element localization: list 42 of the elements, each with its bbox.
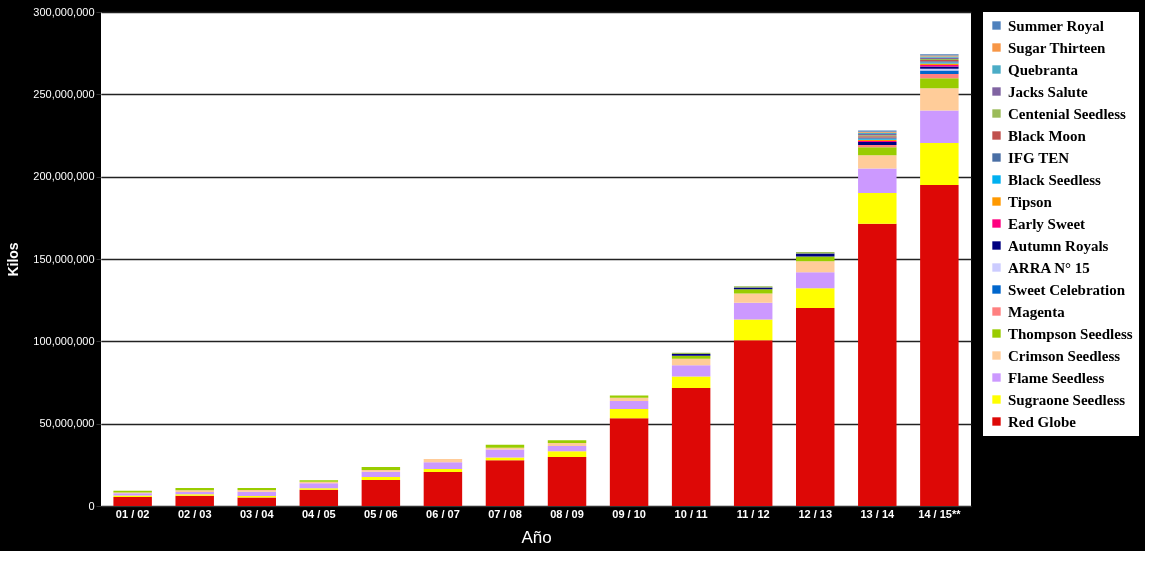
- y-tick-label: 300,000,000: [33, 5, 95, 18]
- x-tick-label: 14 / 15**: [918, 507, 962, 520]
- y-tick-label: 250,000,000: [33, 87, 95, 100]
- legend-label: Centenial Seedless: [1008, 105, 1127, 122]
- x-tick-label: 13 / 14: [860, 507, 895, 520]
- legend-label: Magenta: [1008, 303, 1066, 320]
- x-tick-label: 08 / 09: [550, 507, 584, 520]
- y-axis-title: Kilos: [5, 242, 22, 277]
- x-tick-label: 09 / 10: [612, 507, 646, 520]
- legend-label: Black Seedless: [1008, 171, 1102, 188]
- x-tick-label: 07 / 08: [488, 507, 522, 520]
- legend-label: Sugar Thirteen: [1008, 39, 1107, 56]
- legend-label: ARRA N° 15: [1008, 259, 1090, 276]
- legend-label: Red Globe: [1008, 413, 1077, 430]
- y-tick-label: 150,000,000: [33, 252, 95, 265]
- legend-label: Crimson Seedless: [1008, 347, 1121, 364]
- x-tick-label: 03 / 04: [239, 507, 275, 520]
- y-tick-label: 200,000,000: [33, 170, 95, 183]
- x-tick-label: 05 / 06: [364, 507, 398, 520]
- x-tick-label: 01 / 02: [115, 507, 150, 520]
- legend-label: Black Moon: [1008, 127, 1087, 144]
- legend-label: IFG TEN: [1008, 149, 1070, 166]
- legend-label: Summer Royal: [1008, 17, 1104, 34]
- legend-label: Thompson Seedless: [1008, 325, 1133, 342]
- legend-label: Early Sweet: [1008, 215, 1086, 232]
- legend-label: Quebranta: [1008, 61, 1079, 78]
- legend-label: Tipson: [1008, 193, 1053, 210]
- x-tick-label: 02 / 03: [177, 507, 212, 520]
- x-tick-label: 06 / 07: [426, 507, 460, 520]
- legend-label: Autumn Royals: [1008, 237, 1109, 254]
- x-tick-label: 12 / 13: [798, 507, 833, 520]
- x-axis-title: Año: [521, 527, 552, 547]
- x-tick-label: 11 / 12: [736, 507, 770, 520]
- legend-label: Sugraone Seedless: [1008, 391, 1126, 408]
- y-tick-label: 100,000,000: [33, 334, 95, 347]
- x-tick-label: 10 / 11: [674, 507, 708, 520]
- y-tick-label: 0: [88, 499, 95, 512]
- legend-label: Jacks Salute: [1008, 83, 1088, 100]
- legend-label: Flame Seedless: [1008, 369, 1105, 386]
- y-tick-label: 50,000,000: [39, 417, 95, 430]
- legend-label: Sweet Celebration: [1008, 281, 1126, 298]
- x-tick-label: 04 / 05: [301, 507, 336, 520]
